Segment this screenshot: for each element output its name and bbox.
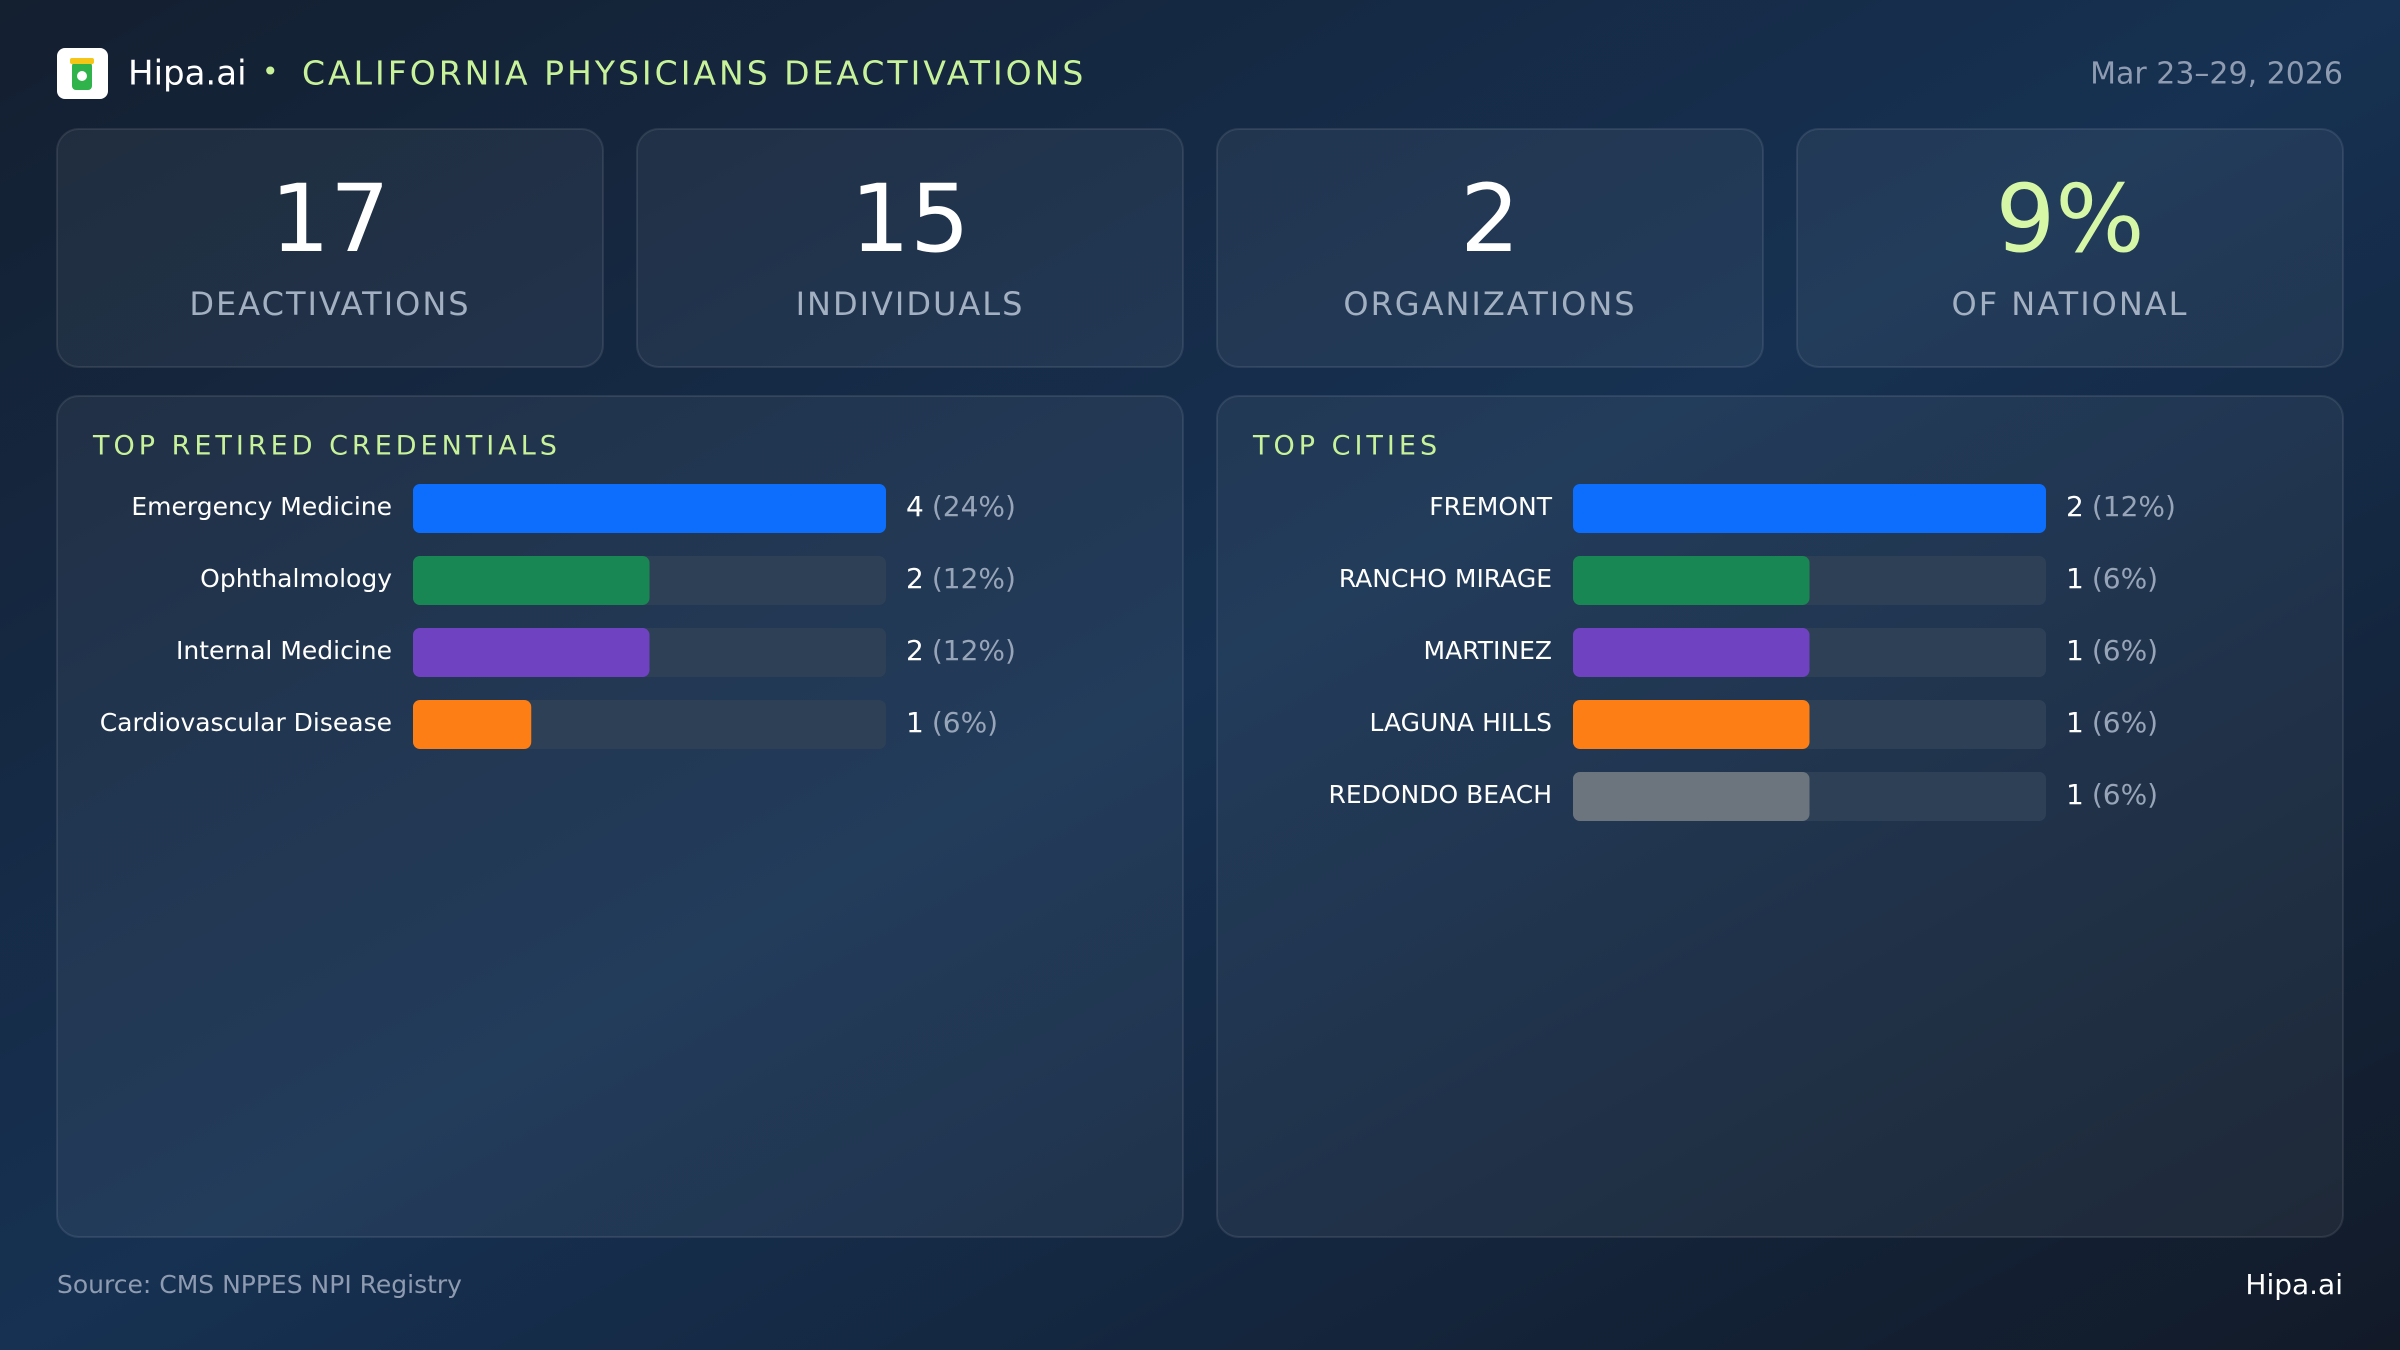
stat-label: INDIVIDUALS xyxy=(796,285,1025,323)
bar xyxy=(1573,772,1810,821)
bar-label: Internal Medicine xyxy=(176,636,392,665)
bar-label: Ophthalmology xyxy=(200,564,392,593)
bar xyxy=(413,484,886,533)
stat-card xyxy=(56,128,604,368)
bar-share: (6%) xyxy=(2092,706,2158,739)
footer-brand: Hipa.ai xyxy=(2245,1268,2343,1301)
bar-value: 1 xyxy=(2066,634,2084,667)
bar xyxy=(1573,628,1810,677)
bar-value: 2 xyxy=(2066,490,2084,523)
bar-value: 2 xyxy=(906,634,924,667)
bar-label: RANCHO MIRAGE xyxy=(1339,564,1552,593)
bar xyxy=(413,628,650,677)
panel xyxy=(56,395,1184,1238)
brand: Hipa.ai xyxy=(128,54,247,94)
bar-value: 4 xyxy=(906,490,924,523)
bar-share: (12%) xyxy=(2092,490,2176,523)
bar xyxy=(413,556,650,605)
stat-label: OF NATIONAL xyxy=(1952,285,2189,323)
bar-share: (6%) xyxy=(932,706,998,739)
bar-share: (6%) xyxy=(2092,634,2158,667)
bar-value: 1 xyxy=(2066,706,2084,739)
separator: • xyxy=(262,55,279,88)
stat-card xyxy=(1216,128,1764,368)
bar xyxy=(1573,556,1810,605)
bar-label: FREMONT xyxy=(1429,492,1552,521)
stat-value: 2 xyxy=(1460,165,1520,274)
stat-label: ORGANIZATIONS xyxy=(1343,285,1636,323)
logo xyxy=(57,48,108,99)
stat-value: 17 xyxy=(270,165,390,274)
stat-value: 15 xyxy=(850,165,970,274)
stat-value: 9% xyxy=(1995,165,2144,274)
bar-value: 1 xyxy=(906,706,924,739)
stat-card xyxy=(636,128,1184,368)
bar-share: (12%) xyxy=(932,634,1016,667)
date: Mar 23–29, 2026 xyxy=(2090,57,2343,92)
bar-label: Cardiovascular Disease xyxy=(100,708,392,737)
bar-share: (12%) xyxy=(932,562,1016,595)
bar-share: (24%) xyxy=(932,490,1016,523)
bar-share: (6%) xyxy=(2092,778,2158,811)
panel-title: TOP CITIES xyxy=(1252,431,1441,462)
bar-share: (6%) xyxy=(2092,562,2158,595)
bar-label: REDONDO BEACH xyxy=(1328,780,1552,809)
bar-label: LAGUNA HILLS xyxy=(1370,708,1552,737)
stat-card xyxy=(1796,128,2344,368)
bar-value: 2 xyxy=(906,562,924,595)
bar-label: MARTINEZ xyxy=(1424,636,1553,665)
bar-label: Emergency Medicine xyxy=(131,492,392,521)
bar-value: 1 xyxy=(2066,562,2084,595)
title: CALIFORNIA PHYSICIANS DEACTIVATIONS xyxy=(302,54,1086,93)
source: Source: CMS NPPES NPI Registry xyxy=(57,1270,462,1299)
bar xyxy=(1573,484,2046,533)
stat-label: DEACTIVATIONS xyxy=(189,285,470,323)
bar xyxy=(1573,700,1810,749)
bar-value: 1 xyxy=(2066,778,2084,811)
panel-title: TOP RETIRED CREDENTIALS xyxy=(92,431,561,462)
bar xyxy=(413,700,532,749)
